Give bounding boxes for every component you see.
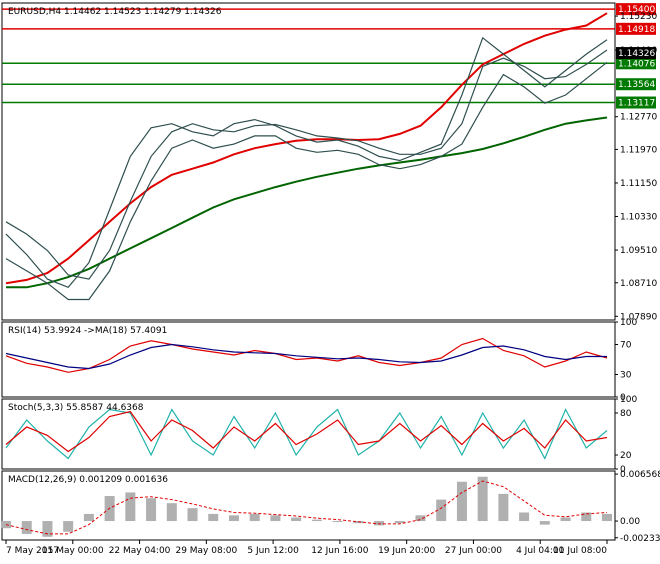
panel-title-price: EURUSD,H4 1.14462 1.14523 1.14279 1.1432… <box>8 7 222 17</box>
macd-bar <box>208 513 219 522</box>
macd-bar <box>166 503 177 522</box>
macd-bar <box>456 481 467 522</box>
macd-bar <box>477 476 488 522</box>
macd-bar <box>42 521 53 537</box>
y-tick-label-stochastic: 0 <box>620 465 626 475</box>
level-label: 1.15400 <box>618 5 655 15</box>
y-tick-label-price: 1.14400 <box>620 46 657 56</box>
y-tick-label-price: 1.08710 <box>620 279 657 289</box>
macd-bar <box>187 508 198 522</box>
level-tag <box>616 3 656 16</box>
panel-frame-macd <box>1 470 616 541</box>
x-tick-label: 15 May 00:00 <box>42 546 104 556</box>
level-tag <box>616 78 656 91</box>
level-label: 1.13117 <box>618 99 655 109</box>
panel-title-stochastic: Stoch(5,3,3) 55.8587 44.6368 <box>8 403 144 413</box>
macd-bar <box>498 493 509 522</box>
macd-bar <box>249 513 260 522</box>
x-tick-label: 22 May 04:00 <box>109 546 171 556</box>
panel-frame-rsi <box>1 321 616 398</box>
series-line-price-4 <box>5 61 608 301</box>
macd-bar <box>560 517 571 522</box>
x-tick-label: 19 Jun 20:00 <box>378 546 435 556</box>
series-line-price-3 <box>5 49 608 280</box>
level-tag <box>616 57 656 70</box>
y-tick-label-price: 1.11150 <box>620 179 657 189</box>
series-line-stochastic-0 <box>5 408 608 460</box>
macd-signal-line <box>5 480 608 535</box>
macd-bar <box>374 521 385 526</box>
x-tick-label: 12 Jun 16:00 <box>311 546 368 556</box>
y-tick-label-price: 1.07890 <box>620 312 657 322</box>
macd-bar <box>519 512 530 522</box>
y-tick-label-price: 1.15230 <box>620 12 657 22</box>
y-tick-label-rsi: 70 <box>620 341 632 351</box>
y-tick-label-macd: -0.002338 <box>620 534 660 544</box>
macd-bar <box>394 521 405 524</box>
x-tick-label: 29 May 08:00 <box>175 546 237 556</box>
level-tag <box>616 96 656 109</box>
panel-frame-price <box>1 2 616 321</box>
y-tick-label-price: 1.10330 <box>620 213 657 223</box>
macd-bar <box>602 513 612 522</box>
y-tick-label-rsi: 30 <box>620 371 632 381</box>
panel-title-rsi: RSI(14) 53.9924 ->MA(18) 57.4091 <box>8 326 167 336</box>
macd-bar <box>436 499 447 522</box>
y-tick-label-price: 1.09510 <box>620 246 657 256</box>
y-tick-label-price: 1.12770 <box>620 113 657 123</box>
y-tick-label-stochastic: 20 <box>620 451 632 461</box>
x-tick-label: 27 Jun 00:00 <box>445 546 502 556</box>
macd-bar <box>146 498 157 522</box>
x-tick-label: 11 Jul 08:00 <box>553 546 607 556</box>
level-label: 1.14918 <box>618 25 655 35</box>
macd-bar <box>83 513 94 522</box>
macd-bar <box>270 515 281 522</box>
panel-title-macd: MACD(12,26,9) 0.001209 0.001636 <box>8 475 168 485</box>
macd-bar <box>581 512 592 522</box>
y-tick-label-macd: 0.00 <box>620 517 640 527</box>
series-line-stochastic-1 <box>5 410 608 453</box>
macd-bar <box>125 492 136 522</box>
y-tick-label-price: 1.11970 <box>620 145 657 155</box>
y-tick-label-macd: 0.006568 <box>620 470 660 480</box>
series-line-price-1 <box>5 12 608 285</box>
panel-frame-stochastic <box>1 398 616 470</box>
macd-bar <box>63 521 74 532</box>
series-line-rsi-1 <box>5 343 607 370</box>
current-price-tag <box>616 47 656 60</box>
series-line-price-0 <box>6 116 608 289</box>
macd-bar <box>415 515 426 522</box>
macd-bar <box>539 521 550 525</box>
x-tick-label: 5 Jun 12:00 <box>247 546 299 556</box>
y-tick-label-rsi: 100 <box>620 318 637 328</box>
x-tick-label: 7 May 2017 <box>6 546 59 556</box>
macd-bar <box>21 521 32 534</box>
y-tick-label-rsi: 0 <box>620 393 626 403</box>
macd-bar <box>332 521 343 523</box>
macd-bar <box>291 517 302 522</box>
current-price-label: 1.14326 <box>618 49 655 59</box>
level-label: 1.14076 <box>618 59 655 69</box>
y-tick-label-stochastic: 100 <box>620 395 637 405</box>
series-line-rsi-0 <box>5 337 608 373</box>
y-tick-label-stochastic: 80 <box>620 409 632 419</box>
macd-bar <box>228 515 239 522</box>
level-tag <box>616 22 656 35</box>
level-label: 1.13564 <box>618 80 655 90</box>
macd-bar <box>311 519 322 522</box>
x-tick-label: 4 Jul 04:00 <box>516 546 565 556</box>
series-line-price-2 <box>5 36 608 289</box>
